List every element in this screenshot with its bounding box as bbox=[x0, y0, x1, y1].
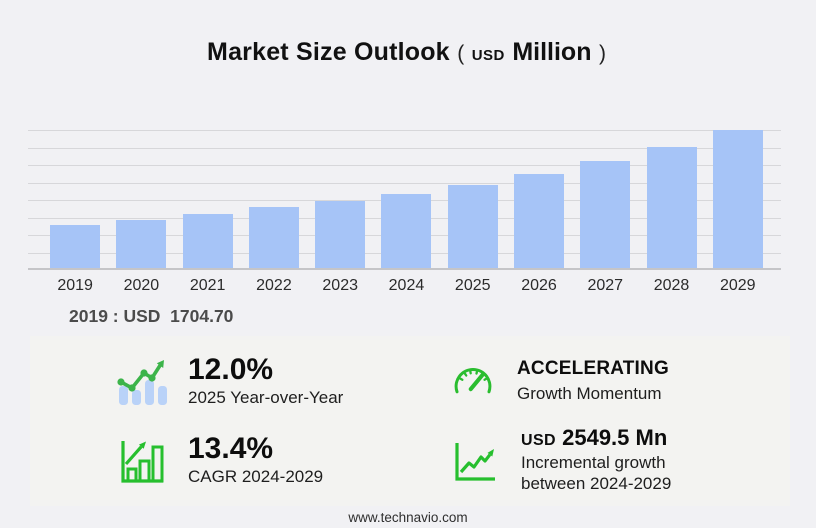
bar-slot bbox=[440, 113, 506, 268]
stats-panel: 12.0% 2025 Year-over-Year ACCELERATING G… bbox=[30, 336, 790, 506]
x-tick-2029: 2029 bbox=[719, 277, 756, 294]
bar-2025 bbox=[447, 185, 498, 268]
unit-scale: Million bbox=[512, 38, 592, 66]
stat-label: Growth Momentum bbox=[517, 384, 662, 404]
x-axis-labels: 2019 2020 2021 2022 2023 2024 2025 2026 2027 2028… bbox=[28, 277, 781, 295]
chart-title-text: Market Size Outlook bbox=[207, 38, 450, 66]
gridline bbox=[28, 130, 781, 132]
unit-currency: USD bbox=[471, 47, 505, 64]
bar-2022 bbox=[248, 207, 299, 268]
open-paren: ( bbox=[457, 42, 465, 65]
bar-2024 bbox=[381, 194, 432, 268]
bar-slot bbox=[307, 113, 373, 268]
bar-slot bbox=[175, 113, 241, 268]
bar-slot bbox=[705, 113, 771, 268]
stat-value: 13.4% bbox=[188, 431, 274, 465]
bars-container bbox=[28, 113, 781, 268]
x-tick-2025: 2025 bbox=[454, 277, 491, 294]
axes-zigzag-arrow-icon bbox=[455, 442, 495, 481]
website-url: www.technavio.com bbox=[348, 510, 468, 525]
base-year-annotation: 2019 : USD 1704.70 bbox=[69, 306, 234, 326]
bar-line-growth-icon bbox=[117, 359, 167, 405]
stat-value: ACCELERATING bbox=[517, 358, 669, 380]
bar-slot bbox=[506, 113, 572, 268]
close-paren: ) bbox=[598, 42, 606, 65]
bar-slot bbox=[42, 113, 108, 268]
bar-2020 bbox=[116, 219, 167, 268]
bar-slot bbox=[108, 113, 174, 268]
stat-incremental-growth: USD 2549.5 Mn Incremental growth between… bbox=[410, 421, 790, 500]
bar-slot bbox=[638, 113, 704, 268]
x-tick-2020: 2020 bbox=[123, 277, 160, 294]
gauge-icon bbox=[454, 367, 492, 393]
bar-slot bbox=[241, 113, 307, 268]
bar-2029 bbox=[712, 129, 763, 268]
stat-label-line2: between 2024-2029 bbox=[521, 474, 672, 494]
stat-value: 12.0% bbox=[188, 352, 274, 386]
stat-label: CAGR 2024-2029 bbox=[188, 467, 324, 487]
bar-2021 bbox=[182, 214, 233, 268]
bar-chart-arrow-icon bbox=[121, 440, 164, 483]
bar-2027 bbox=[580, 161, 631, 268]
x-tick-2023: 2023 bbox=[322, 277, 358, 294]
stat-label-line1: Incremental growth bbox=[521, 453, 666, 473]
stat-cagr: 13.4% CAGR 2024-2029 bbox=[30, 421, 410, 500]
x-tick-2022: 2022 bbox=[256, 277, 292, 294]
stat-yoy-growth: 12.0% 2025 Year-over-Year bbox=[30, 342, 410, 421]
gridline bbox=[28, 182, 781, 184]
stat-value-line: USD 2549.5 Mn bbox=[521, 426, 671, 450]
chart-title: Market Size Outlook ( USD Million ) bbox=[0, 38, 816, 67]
stat-value: 2549.5 Mn bbox=[562, 425, 668, 451]
x-tick-2026: 2026 bbox=[521, 277, 557, 294]
bar-slot bbox=[572, 113, 638, 268]
bar-chart: 2019 2020 2021 2022 2023 2024 2025 2026 2027 2028… bbox=[28, 113, 781, 295]
x-tick-2019: 2019 bbox=[57, 277, 93, 294]
x-tick-2024: 2024 bbox=[388, 277, 425, 294]
x-tick-2021: 2021 bbox=[189, 277, 226, 294]
stat-value-prefix: USD bbox=[521, 432, 556, 450]
bar-2023 bbox=[315, 201, 366, 268]
x-tick-2028: 2028 bbox=[653, 277, 690, 294]
stat-growth-momentum: ACCELERATING Growth Momentum bbox=[410, 342, 790, 421]
gridline bbox=[28, 147, 781, 149]
plot-area bbox=[28, 113, 781, 270]
gridline bbox=[28, 165, 781, 167]
footer: www.technavio.com bbox=[0, 510, 816, 525]
bar-2028 bbox=[646, 147, 697, 268]
stat-label: 2025 Year-over-Year bbox=[188, 388, 344, 408]
x-tick-2027: 2027 bbox=[587, 277, 624, 294]
stat-label: Incremental growth between 2024-2029 bbox=[521, 453, 671, 494]
bar-2019 bbox=[50, 224, 101, 268]
bar-2026 bbox=[513, 174, 564, 268]
bar-slot bbox=[373, 113, 439, 268]
